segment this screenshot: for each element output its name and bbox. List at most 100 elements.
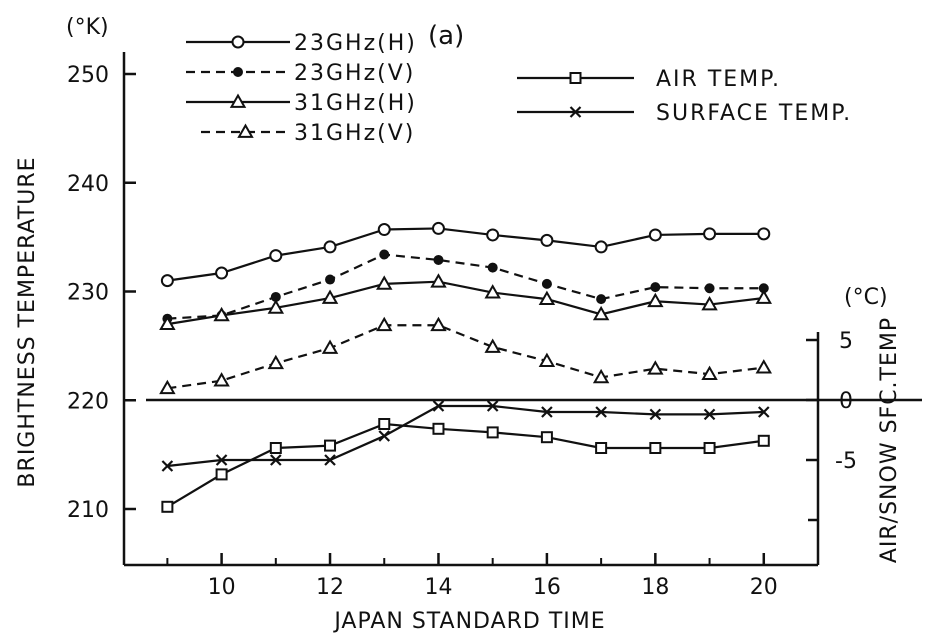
data-point: [649, 408, 662, 421]
x-axis-title: JAPAN STANDARD TIME: [332, 609, 605, 634]
data-point: [757, 227, 771, 241]
data-point: [541, 406, 553, 418]
data-point: [701, 365, 718, 381]
data-point: [213, 306, 230, 322]
data-point: [592, 305, 610, 321]
y-tick-label: 230: [67, 281, 109, 306]
data-point: [379, 249, 390, 260]
data-point: [431, 221, 445, 235]
series-line: [167, 324, 764, 390]
data-point: [484, 338, 501, 353]
data-point: [540, 431, 553, 444]
data-point: [486, 228, 500, 242]
data-point: [215, 468, 228, 481]
data-point: [538, 290, 556, 305]
data-point: [321, 289, 339, 304]
data-point: [538, 352, 556, 367]
y-tick-label: 240: [67, 172, 109, 197]
data-point: [648, 228, 662, 242]
x-tick-label: 10: [208, 575, 236, 600]
legend-item-3: 31GHz(V): [201, 121, 415, 146]
data-point: [161, 460, 174, 472]
legend-item-2: 31GHz(H): [186, 91, 417, 116]
data-point: [215, 266, 229, 280]
data-point: [430, 273, 447, 288]
data-point: [703, 227, 717, 241]
data-point: [540, 233, 554, 247]
series-5: [161, 400, 770, 472]
legend: 23GHz(H) 23GHz(V) 31GHz(H) 31GHz(V) AIR TEMP…: [186, 31, 850, 146]
y2-tick-label: 5: [839, 329, 853, 354]
series-line: [166, 422, 764, 508]
x-tick-label: 12: [316, 575, 344, 600]
legend-marker: [229, 93, 247, 108]
data-point: [270, 454, 282, 466]
data-point: [269, 442, 282, 454]
data-point: [647, 360, 664, 375]
y-axis-title: BRIGHTNESS TEMPERATURE: [15, 156, 40, 487]
data-point: [430, 316, 447, 332]
data-point: [704, 283, 715, 294]
data-point: [432, 422, 445, 435]
legend-marker: [237, 123, 254, 138]
data-point: [213, 372, 230, 387]
data-point: [703, 442, 716, 454]
data-point: [378, 418, 391, 430]
legend-marker: [569, 72, 582, 84]
data-point: [649, 442, 662, 454]
data-point: [321, 339, 339, 354]
legend-item-5: SURFACE TEMP.: [517, 101, 850, 126]
series-3: [159, 316, 773, 395]
series-layer: [159, 221, 773, 513]
y-tick-label: 250: [67, 63, 109, 88]
y2-axis-unit: (°C): [844, 285, 888, 310]
data-point: [487, 262, 498, 273]
data-point: [755, 359, 773, 374]
data-point: [486, 426, 499, 439]
data-point: [267, 354, 285, 370]
y2-tick-label: 0: [839, 389, 853, 414]
legend-marker: [569, 106, 582, 118]
data-point: [325, 274, 336, 285]
data-point: [324, 439, 337, 452]
data-point: [541, 278, 552, 289]
data-point: [161, 500, 174, 513]
panel-label: (a): [428, 21, 464, 51]
data-point: [432, 400, 445, 412]
legend-label: 31GHz(H): [294, 91, 417, 116]
data-point: [647, 292, 664, 308]
x-tick-label: 16: [533, 575, 561, 600]
data-point: [376, 275, 393, 290]
ticks-layer: 10 12 14 16 18 20 210 220 230 240 250 5 0 -5: [67, 63, 857, 600]
series-line: [167, 404, 764, 468]
data-point: [758, 406, 770, 418]
series-line: [167, 280, 764, 326]
data-point: [595, 442, 608, 454]
data-point: [378, 430, 391, 442]
legend-item-1: 23GHz(V): [186, 61, 415, 86]
x-tick-label: 18: [641, 575, 669, 600]
legend-label: 23GHz(V): [294, 61, 415, 86]
x-tick-label: 20: [750, 575, 778, 600]
series-line: [167, 253, 764, 320]
data-point: [757, 434, 770, 447]
legend-label: 31GHz(V): [294, 121, 415, 146]
data-point: [323, 240, 337, 254]
series-4: [161, 418, 770, 513]
y2-tick-label: -5: [835, 449, 857, 474]
data-point: [703, 408, 716, 421]
data-point: [267, 299, 285, 314]
series-line: [167, 227, 764, 282]
data-point: [595, 406, 607, 418]
legend-label: 23GHz(H): [294, 31, 417, 56]
y-tick-label: 210: [67, 498, 109, 523]
data-point: [377, 223, 391, 237]
data-point: [324, 454, 336, 466]
series-0: [160, 221, 771, 288]
data-point: [269, 249, 283, 263]
y-axis-unit: (°K): [66, 15, 109, 40]
data-point: [160, 274, 174, 288]
data-point: [376, 316, 393, 332]
legend-item-0: 23GHz(H): [186, 31, 417, 56]
